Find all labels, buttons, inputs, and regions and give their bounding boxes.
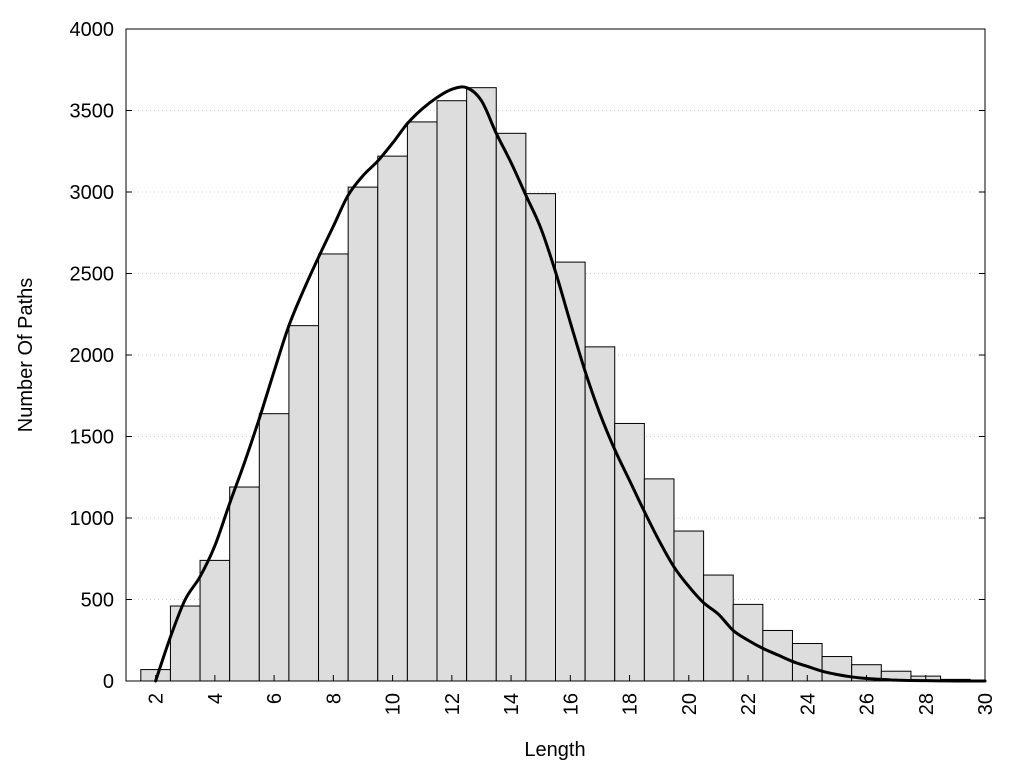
x-tick-label: 16 [560, 693, 582, 715]
bars [140, 87, 971, 682]
x-tick-label: 12 [442, 693, 464, 715]
bar-length-14 [495, 132, 527, 682]
density-curve [154, 85, 987, 683]
x-tick-label: 26 [857, 693, 879, 715]
bar-length-7 [288, 325, 320, 682]
y-tick-label: 500 [81, 590, 114, 612]
bar-length-17 [584, 346, 616, 682]
bar-length-8 [318, 253, 349, 682]
x-tick-label: 2 [146, 693, 168, 704]
x-tick-label: 6 [264, 693, 286, 704]
bar-length-6 [258, 413, 290, 682]
x-tick-label: 8 [323, 693, 345, 704]
x-tick-label: 28 [916, 693, 938, 715]
x-tick-label: 4 [205, 693, 227, 704]
x-tick-label: 20 [679, 693, 701, 715]
x-ticks: 2 4 6 8 10 12 14 16 18 20 22 24 26 28 30 [146, 675, 997, 715]
bar-length-4 [199, 559, 231, 682]
y-tick-label: 3000 [70, 182, 115, 204]
bar-length-3 [169, 605, 201, 682]
bar-length-13 [466, 87, 497, 682]
bar-length-9 [347, 186, 379, 682]
x-tick-label: 14 [501, 693, 523, 715]
bar-length-12 [436, 100, 468, 682]
x-tick-label: 18 [620, 693, 642, 715]
x-tick-label: 24 [797, 693, 819, 715]
bar-length-11 [406, 121, 438, 682]
bar-length-22 [732, 603, 764, 682]
y-axis-title: Number Of Paths [15, 278, 37, 433]
y-tick-label: 2000 [70, 345, 115, 367]
bar-length-20 [673, 530, 705, 682]
x-tick-label: 22 [738, 693, 760, 715]
density-curve-group [154, 85, 987, 683]
y-tick-label: 0 [103, 671, 114, 693]
y-tick-label: 3500 [70, 101, 115, 123]
bar-length-19 [643, 478, 675, 682]
bar-length-5 [229, 486, 260, 682]
bar-length-15 [525, 193, 557, 682]
x-axis-title: Length [524, 739, 585, 761]
y-tick-label: 1500 [70, 427, 115, 449]
x-tick-label: 30 [975, 693, 997, 715]
y-tick-label: 4000 [70, 19, 115, 41]
x-tick-label: 10 [383, 693, 405, 715]
y-tick-label: 1000 [70, 508, 115, 530]
y-ticks: 0 500 1000 1500 2000 2500 3000 3500 4000 [70, 19, 985, 693]
y-tick-label: 2500 [70, 264, 115, 286]
bar-length-10 [377, 155, 408, 682]
